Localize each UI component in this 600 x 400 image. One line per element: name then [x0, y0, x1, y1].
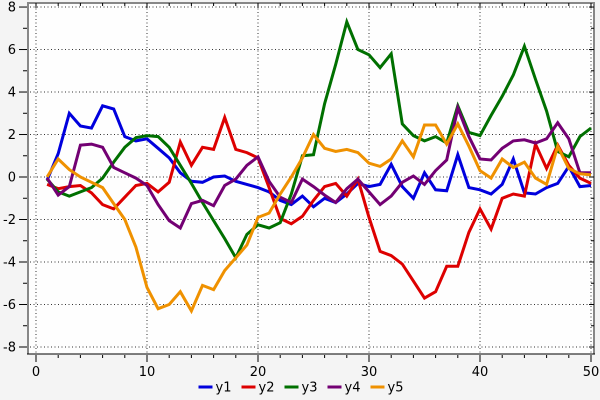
y-tick-label: 0: [8, 171, 16, 186]
series-line-y1: [45, 104, 592, 209]
series-line-y2: [46, 112, 592, 301]
y-tick-label: 4: [8, 86, 16, 101]
plot-area: [28, 3, 594, 354]
x-tick-label: 30: [361, 365, 378, 380]
series-line-y4: [45, 102, 591, 231]
y-tick-label: 8: [8, 1, 16, 16]
series-line-y3: [45, 17, 592, 262]
legend-label-y1: y1: [216, 381, 232, 396]
y-tick-label: -8: [3, 340, 16, 355]
legend-label-y2: y2: [259, 381, 275, 396]
y-tick-label: -6: [3, 298, 16, 313]
y-tick-label: 2: [8, 128, 16, 143]
x-tick-label: 50: [583, 365, 600, 380]
legend-label-y3: y3: [302, 381, 318, 396]
y-tick-label: -4: [3, 256, 16, 271]
x-tick-label: 40: [472, 365, 489, 380]
x-tick-label: 10: [139, 365, 156, 380]
series-line-y5: [45, 120, 592, 315]
legend-label-y5: y5: [388, 381, 404, 396]
x-tick-label: 20: [250, 365, 267, 380]
x-tick-label: 0: [32, 365, 40, 380]
y-tick-label: -2: [3, 213, 16, 228]
legend-label-y4: y4: [345, 381, 361, 396]
y-tick-label: 6: [8, 43, 16, 58]
